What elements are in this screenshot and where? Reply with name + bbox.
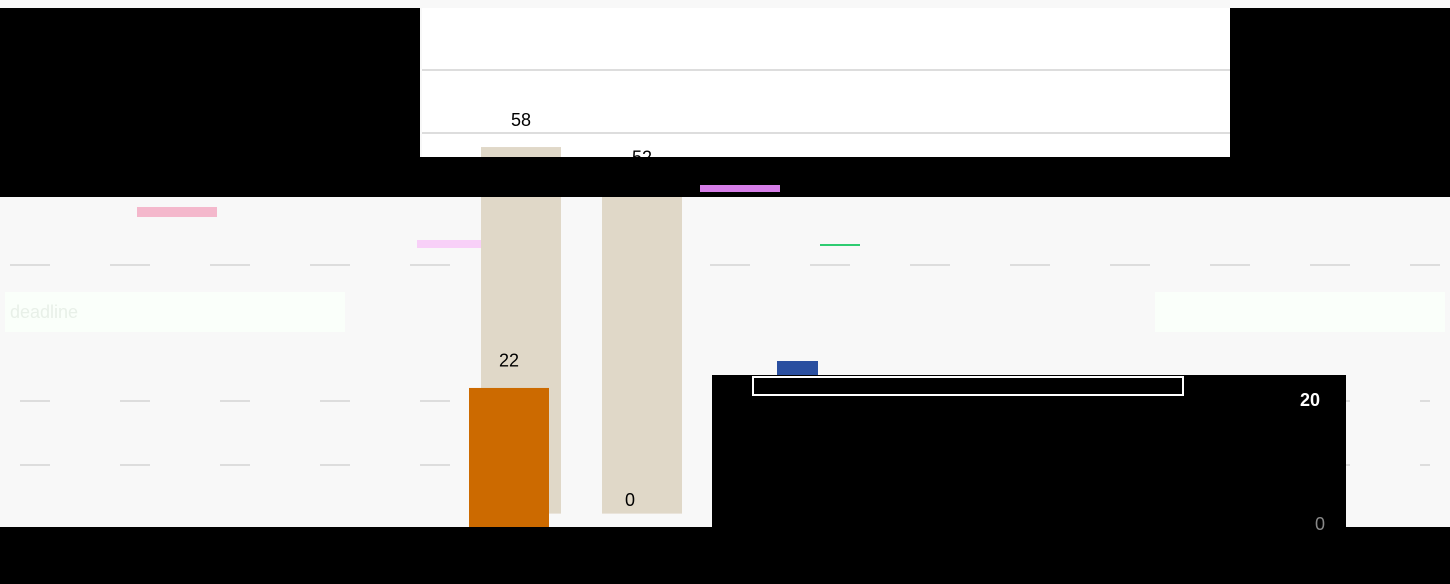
side-value: 20 bbox=[1300, 390, 1320, 410]
bar bbox=[602, 184, 682, 514]
legend-swatch bbox=[820, 244, 860, 246]
bar-label: 58 bbox=[511, 110, 531, 130]
tab[interactable] bbox=[5, 292, 345, 332]
bar-label: 0 bbox=[625, 490, 635, 510]
side-min: 0 bbox=[1315, 514, 1325, 534]
legend-swatch bbox=[777, 361, 818, 375]
overlay bbox=[0, 8, 420, 158]
overlay bbox=[1230, 8, 1450, 158]
bar-label: 52 bbox=[632, 148, 652, 168]
legend-swatch bbox=[137, 207, 217, 217]
overlay bbox=[712, 375, 1346, 527]
legend-swatch bbox=[700, 185, 780, 192]
tab[interactable] bbox=[1155, 292, 1445, 332]
legend-swatch bbox=[417, 240, 497, 248]
top-panel bbox=[422, 8, 1230, 158]
input-box[interactable] bbox=[752, 376, 1184, 396]
overlay bbox=[0, 527, 1450, 584]
bar-label: 22 bbox=[499, 351, 519, 371]
marks bbox=[469, 147, 682, 527]
bar bbox=[469, 387, 549, 527]
tab-label: deadline bbox=[10, 302, 78, 322]
